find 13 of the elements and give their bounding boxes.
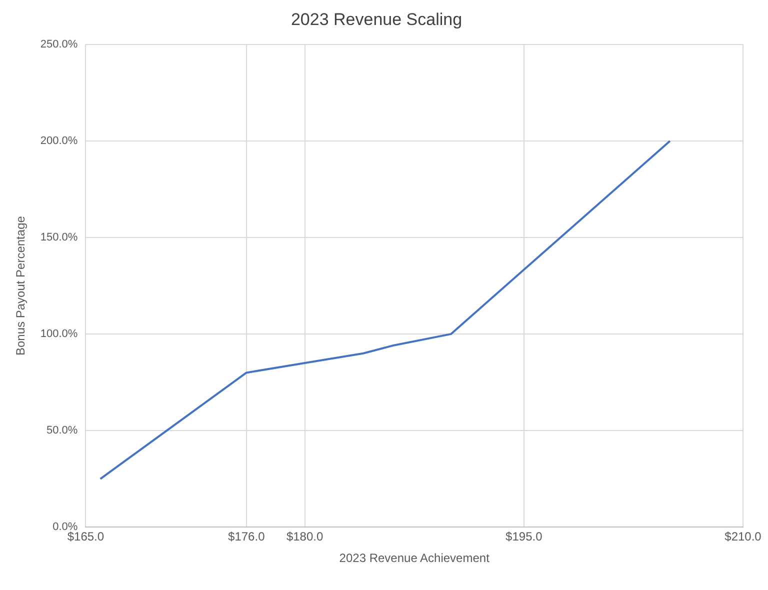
x-tick-label: $195.0 <box>506 530 543 544</box>
x-tick-label: $210.0 <box>724 530 762 544</box>
chart-title: 2023 Revenue Scaling <box>290 10 462 29</box>
y-axis-title: Bonus Payout Percentage <box>14 216 28 356</box>
x-tick-label: $176.0 <box>228 530 266 544</box>
y-tick-label: 100.0% <box>40 328 78 340</box>
y-tick-label: 200.0% <box>40 134 78 147</box>
x-tick-label: $180.0 <box>286 530 324 544</box>
y-tick-label: 150.0% <box>40 232 78 244</box>
y-tick-label: 250.0% <box>40 38 78 50</box>
x-axis-title: 2023 Revenue Achievement <box>339 551 490 566</box>
x-tick-label: $165.0 <box>67 530 104 544</box>
y-tick-label: 50.0% <box>46 424 78 437</box>
